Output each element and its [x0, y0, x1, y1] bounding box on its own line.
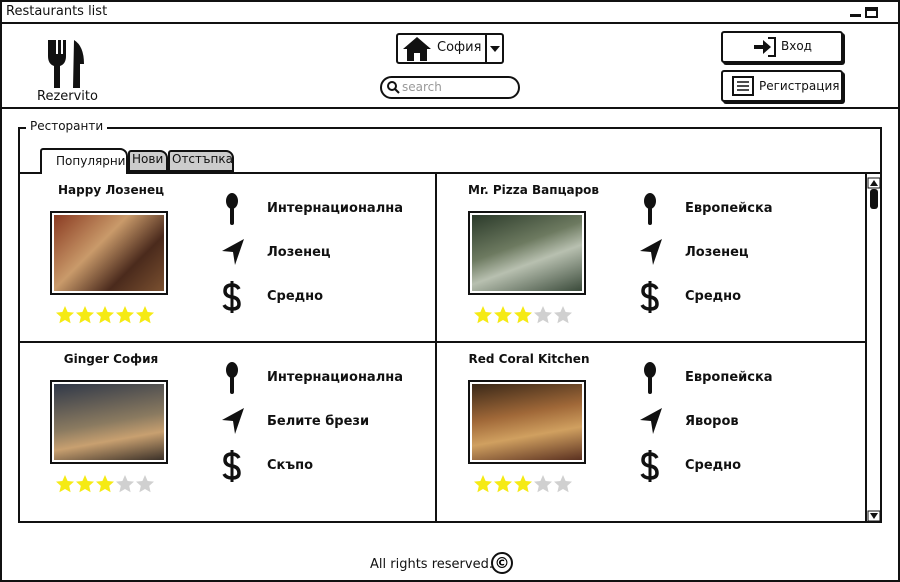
rating [474, 475, 572, 493]
header-divider [0, 107, 900, 109]
rating-star [116, 475, 134, 493]
photo-image [54, 215, 164, 291]
city-label: София [437, 40, 482, 55]
cuisine-label: Европейска [685, 201, 773, 216]
dropdown-divider [485, 35, 487, 63]
district-label: Лозенец [685, 245, 749, 260]
rating [474, 306, 572, 324]
district-icon [222, 408, 244, 434]
rating [56, 306, 154, 324]
row-divider [18, 341, 866, 343]
restaurants-group [18, 127, 882, 523]
search-icon [387, 81, 400, 94]
rating-star [554, 475, 572, 493]
rating-star [494, 475, 512, 493]
district-icon [640, 408, 662, 434]
search-placeholder: search [402, 80, 442, 94]
login-button[interactable] [721, 31, 843, 63]
restaurant-name[interactable]: Red Coral Kitchen [468, 352, 590, 366]
tab[interactable] [40, 148, 128, 174]
rating-star [554, 306, 572, 324]
cuisine-icon [226, 362, 238, 394]
tab-label: Отстъпка [172, 152, 233, 166]
restaurant-name[interactable]: Happy Лозенец [58, 183, 164, 197]
scrollbar-parts [867, 177, 881, 522]
tab-label: Популярни [56, 154, 126, 168]
register-label: Регистрация [759, 79, 840, 93]
price-icon [640, 450, 659, 482]
title-bar [0, 0, 900, 24]
rating-star [534, 475, 552, 493]
photo-image [54, 384, 164, 460]
scrollbar[interactable] [865, 174, 882, 522]
dropdown-arrow[interactable] [488, 44, 502, 54]
rating-star [96, 306, 114, 324]
login-icon [754, 37, 776, 57]
price-label: Средно [685, 289, 742, 304]
rating-star [136, 306, 154, 324]
minimize-button[interactable] [850, 14, 861, 17]
rating-star [56, 306, 74, 324]
home-icon [403, 37, 431, 61]
price-icon [222, 281, 241, 313]
column-divider [435, 173, 437, 522]
district-label: Лозенец [267, 245, 331, 260]
district-icon [222, 239, 244, 265]
rating-star [514, 475, 532, 493]
rating-star [136, 475, 154, 493]
rating-star [76, 475, 94, 493]
register-icon [732, 76, 754, 96]
window-title: Restaurants list [6, 4, 108, 19]
search-box[interactable] [380, 76, 520, 99]
logo-icon [48, 40, 84, 88]
cuisine-icon [226, 193, 238, 225]
maximize-button[interactable] [865, 7, 878, 18]
login-label: Вход [781, 39, 812, 53]
photo-image [472, 384, 582, 460]
rating-star [474, 475, 492, 493]
rating-star [534, 306, 552, 324]
photo-image [472, 215, 582, 291]
tab[interactable] [128, 150, 168, 172]
logo-text: Rezervito [37, 89, 98, 104]
group-title: Ресторанти [26, 119, 108, 133]
restaurant-name[interactable]: Ginger София [63, 352, 159, 366]
copyright-symbol: © [491, 552, 513, 574]
rating-star [96, 475, 114, 493]
district-label: Белите брези [267, 414, 370, 429]
cuisine-icon [644, 193, 656, 225]
register-button[interactable] [721, 70, 843, 102]
rating [56, 475, 154, 493]
price-label: Скъпо [267, 458, 314, 473]
tab[interactable] [168, 150, 234, 172]
rating-star [514, 306, 532, 324]
cuisine-label: Европейска [685, 370, 773, 385]
district-icon [640, 239, 662, 265]
price-label: Средно [685, 458, 742, 473]
price-icon [222, 450, 241, 482]
restaurant-name[interactable]: Mr. Pizza Вапцаров [468, 183, 599, 197]
rating-star [494, 306, 512, 324]
district-label: Яворов [685, 414, 739, 429]
cuisine-label: Интернационална [267, 201, 403, 216]
price-label: Средно [267, 289, 324, 304]
footer-text: All rights reserved. [370, 557, 493, 572]
cuisine-label: Интернационална [267, 370, 403, 385]
price-icon [640, 281, 659, 313]
rating-star [474, 306, 492, 324]
rating-star [76, 306, 94, 324]
tab-label: Нови [132, 152, 164, 166]
tab-line [18, 172, 882, 174]
rating-star [116, 306, 134, 324]
cuisine-icon [644, 362, 656, 394]
rating-star [56, 475, 74, 493]
